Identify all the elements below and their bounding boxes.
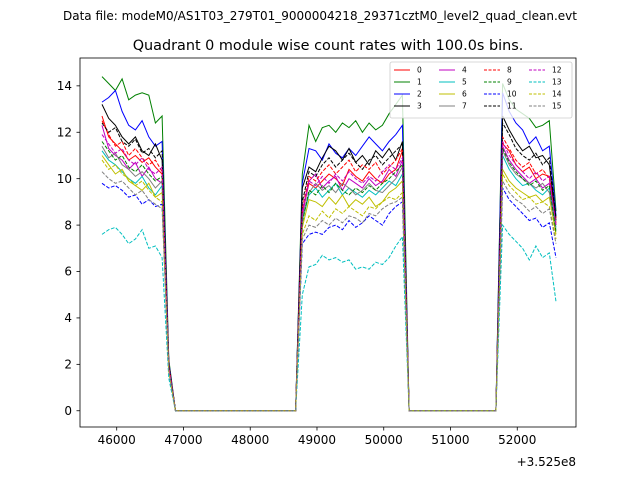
- y-tick-label: 6: [64, 265, 72, 279]
- series-line-1: [101, 76, 557, 412]
- legend-box: [389, 61, 573, 119]
- suptitle: Data file: modeM0/AS1T03_279T01_90000042…: [63, 9, 577, 23]
- y-tick-label: 8: [64, 218, 72, 232]
- plot-area: [101, 76, 557, 412]
- x-offset-label: +3.525e8: [517, 455, 576, 469]
- y-tick-label: 14: [57, 79, 72, 93]
- legend-label-8: 8: [507, 66, 512, 75]
- legend-label-10: 10: [507, 90, 517, 99]
- legend-label-1: 1: [417, 78, 422, 87]
- legend-label-5: 5: [462, 78, 467, 87]
- series-line-13: [101, 223, 557, 412]
- series-line-15: [101, 171, 557, 412]
- chart-title: Quadrant 0 module wise count rates with …: [133, 38, 524, 54]
- x-tick-label: 46000: [98, 433, 136, 447]
- legend-label-12: 12: [552, 66, 562, 75]
- series-line-3: [101, 104, 557, 412]
- legend-label-14: 14: [552, 90, 562, 99]
- x-tick-label: 51000: [431, 433, 469, 447]
- legend-label-13: 13: [552, 78, 562, 87]
- y-tick-label: 4: [64, 311, 72, 325]
- y-tick-label: 10: [57, 172, 72, 186]
- legend-label-4: 4: [462, 66, 467, 75]
- legend-label-3: 3: [417, 102, 422, 111]
- axes-frame: [79, 57, 577, 428]
- legend-label-15: 15: [552, 102, 562, 111]
- legend-label-9: 9: [507, 78, 512, 87]
- y-tick-label: 0: [64, 404, 72, 418]
- legend-label-2: 2: [417, 90, 422, 99]
- legend-label-11: 11: [507, 102, 517, 111]
- legend-label-7: 7: [462, 102, 467, 111]
- y-tick-label: 12: [57, 125, 72, 139]
- legend-label-6: 6: [462, 90, 467, 99]
- x-tick-label: 48000: [231, 433, 269, 447]
- legend-label-0: 0: [417, 66, 422, 75]
- x-tick-label: 50000: [365, 433, 403, 447]
- x-tick-label: 47000: [164, 433, 202, 447]
- x-tick-label: 49000: [298, 433, 336, 447]
- y-tick-label: 2: [64, 358, 72, 372]
- series-line-2: [101, 89, 557, 412]
- axes: 46000 47000 48000 49000 50000 51000 52000 0 2 4 6 8…: [57, 57, 577, 447]
- x-tick-label: 52000: [498, 433, 536, 447]
